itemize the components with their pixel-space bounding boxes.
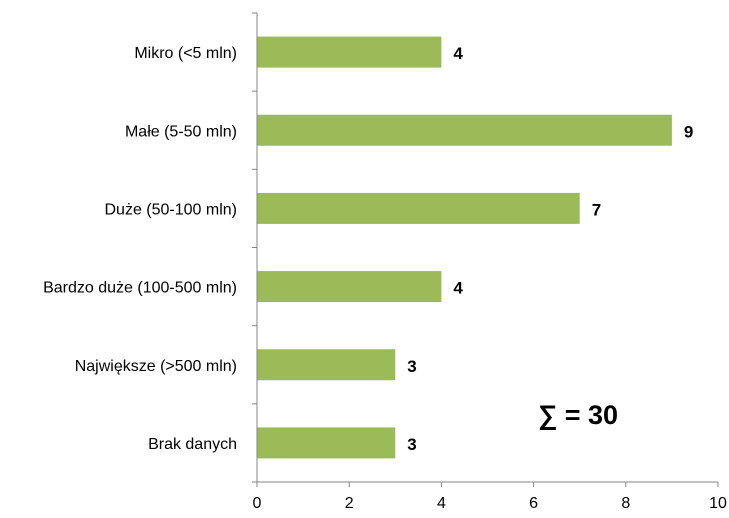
x-tick-label: 8 bbox=[621, 495, 630, 512]
bar bbox=[257, 192, 580, 224]
category-label: Bardzo duże (100-500 mln) bbox=[43, 280, 237, 297]
data-label: 4 bbox=[453, 279, 463, 298]
x-tick-label: 6 bbox=[529, 495, 538, 512]
bar bbox=[257, 271, 442, 303]
axes-group bbox=[252, 12, 719, 487]
data-label: 3 bbox=[407, 435, 416, 454]
sum-annotation: ∑ = 30 bbox=[538, 400, 618, 430]
category-label: Największe (>500 mln) bbox=[75, 358, 237, 375]
bar bbox=[257, 427, 396, 459]
data-label: 3 bbox=[407, 357, 416, 376]
category-label: Mikro (<5 mln) bbox=[134, 45, 237, 62]
bar bbox=[257, 114, 672, 146]
x-tick-label: 4 bbox=[437, 495, 446, 512]
x-tick-label: 10 bbox=[709, 495, 727, 512]
data-label: 4 bbox=[453, 44, 463, 63]
bars-group bbox=[257, 36, 672, 459]
x-tick-label: 0 bbox=[253, 495, 262, 512]
data-label: 7 bbox=[592, 200, 601, 219]
category-label: Duże (50-100 mln) bbox=[105, 201, 238, 218]
data-label: 9 bbox=[684, 122, 693, 141]
labels-group: Mikro (<5 mln) 4 Małe (5-50 mln) 9 Duże (50-… bbox=[43, 44, 727, 512]
category-label: Małe (5-50 mln) bbox=[125, 123, 237, 140]
bar bbox=[257, 349, 396, 381]
x-tick-label: 2 bbox=[345, 495, 354, 512]
bar bbox=[257, 36, 442, 68]
category-label: Brak danych bbox=[148, 436, 237, 453]
